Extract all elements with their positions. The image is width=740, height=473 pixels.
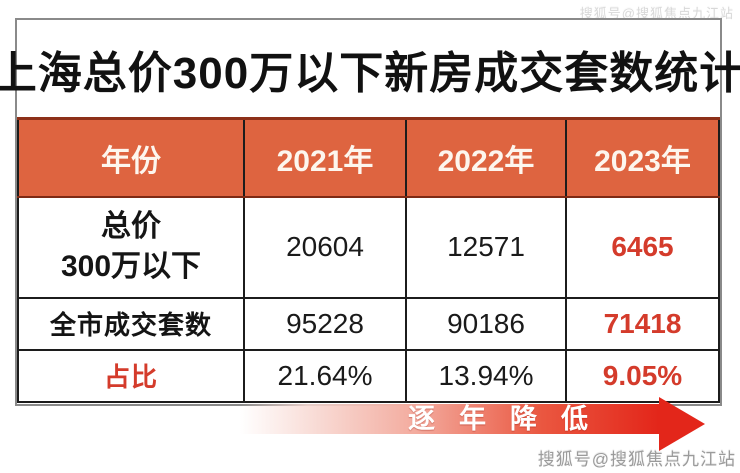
header-cell-2022: 2022年 xyxy=(405,117,567,198)
trend-arrow-label: 逐年降低 xyxy=(408,404,612,434)
value-cell: 13.94% xyxy=(405,348,567,403)
value-cell: 95228 xyxy=(243,296,407,351)
row-label-line2: 300万以下 xyxy=(60,250,202,283)
header-cell-2021: 2021年 xyxy=(243,117,407,198)
arrow-body xyxy=(240,404,659,434)
value-cell-highlight: 71418 xyxy=(565,296,720,351)
arrow-head-icon xyxy=(659,397,705,451)
table-row-citywide: 全市成交套数 95228 90186 71418 xyxy=(17,296,720,351)
stats-table: 年份 2021年 2022年 2023年 总价 300万以下 20604 125… xyxy=(17,117,720,403)
table-row-total-under-300: 总价 300万以下 20604 12571 6465 xyxy=(17,195,720,299)
watermark-bottom-right: 搜狐号@搜狐焦点九江站 xyxy=(537,450,736,469)
value-cell-highlight: 6465 xyxy=(565,195,720,299)
table-header-row: 年份 2021年 2022年 2023年 xyxy=(17,117,720,198)
stats-panel: 上海总价300万以下新房成交套数统计 年份 2021年 2022年 2023年 … xyxy=(0,18,740,406)
value-cell: 90186 xyxy=(405,296,567,351)
header-cell-year: 年份 xyxy=(17,117,245,198)
row-label: 全市成交套数 xyxy=(17,296,245,351)
row-label: 总价 300万以下 xyxy=(17,195,245,299)
value-cell: 21.64% xyxy=(243,348,407,403)
row-label-line1: 总价 xyxy=(101,209,161,243)
value-cell: 20604 xyxy=(243,195,407,299)
value-cell: 12571 xyxy=(405,195,567,299)
header-cell-2023: 2023年 xyxy=(565,117,720,198)
page-title: 上海总价300万以下新房成交套数统计 xyxy=(0,48,740,98)
trend-arrow: 逐年降低 xyxy=(240,397,705,451)
table-row-ratio: 占比 21.64% 13.94% 9.05% xyxy=(17,348,720,403)
watermark-top-right: 搜狐号@搜狐焦点九江站 xyxy=(579,6,734,21)
row-label: 占比 xyxy=(17,348,245,403)
value-cell-highlight: 9.05% xyxy=(565,348,720,403)
title-area: 上海总价300万以下新房成交套数统计 xyxy=(0,20,740,117)
